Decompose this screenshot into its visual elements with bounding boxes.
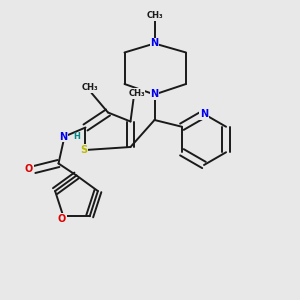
Text: O: O	[58, 214, 66, 224]
Text: N: N	[200, 109, 208, 119]
Text: N: N	[150, 38, 159, 49]
Text: N: N	[150, 89, 159, 100]
Text: CH₃: CH₃	[128, 89, 145, 98]
Text: H: H	[73, 132, 80, 141]
Text: O: O	[25, 164, 33, 175]
Text: S: S	[80, 145, 88, 155]
Text: CH₃: CH₃	[146, 11, 163, 20]
Text: N: N	[59, 131, 67, 142]
Text: CH₃: CH₃	[82, 83, 98, 92]
